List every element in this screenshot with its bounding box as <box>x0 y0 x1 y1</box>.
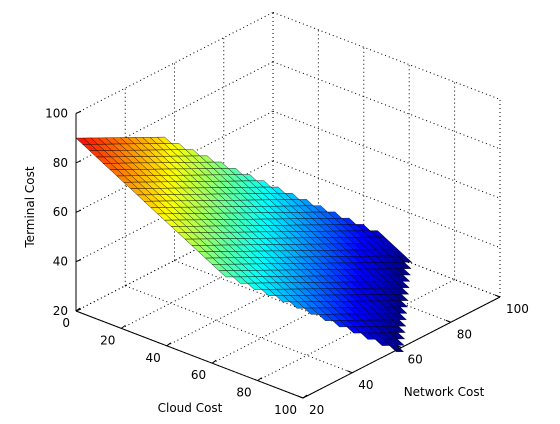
axes <box>75 110 501 399</box>
y-tick-label: 60 <box>408 353 423 367</box>
x-tick-label: 80 <box>236 386 251 400</box>
y-axis-label: Network Cost <box>404 385 485 399</box>
z-tick-mark <box>75 160 82 164</box>
x-tick-mark <box>121 324 126 329</box>
grid-line-z-right <box>272 160 501 249</box>
y-tick-mark <box>297 395 304 399</box>
z-tick-label: 20 <box>53 304 68 318</box>
grid-line-x-floor <box>257 279 455 382</box>
y-tick-mark <box>347 370 353 374</box>
z-tick-mark <box>75 259 82 263</box>
z-axis-label: Terminal Cost <box>23 166 37 249</box>
y-tick-label: 80 <box>457 327 472 341</box>
z-tick-mark <box>75 209 82 213</box>
y-tick-label: 40 <box>358 378 373 392</box>
grid-line-z-left <box>75 110 274 213</box>
grid-line-y-floor <box>125 285 353 374</box>
grid-line-z-right <box>272 110 501 199</box>
y-tick-mark <box>494 294 501 298</box>
surface-mesh <box>75 136 413 353</box>
x-tick-mark <box>257 377 262 382</box>
z-tick-label: 100 <box>45 106 68 120</box>
grid-line-z-right <box>272 11 501 100</box>
y-tick-label: 20 <box>309 403 324 417</box>
x-tick-mark <box>166 342 172 347</box>
x-tick-mark <box>302 394 308 399</box>
y-tick-label: 100 <box>506 302 529 316</box>
grid-line-z-left <box>75 11 274 114</box>
x-tick-label: 20 <box>100 333 115 347</box>
z-tick-label: 80 <box>53 156 68 170</box>
x-tick-label: 40 <box>146 351 161 365</box>
z-tick-label: 40 <box>53 255 68 269</box>
z-tick-label: 60 <box>53 205 68 219</box>
x-tick-label: 100 <box>274 403 297 417</box>
x-axis-label: Cloud Cost <box>158 401 223 415</box>
surface-patch <box>388 345 405 353</box>
grid-line-y-floor <box>174 260 402 348</box>
x-axis-line <box>75 310 304 399</box>
grid-line-z-right <box>272 61 501 150</box>
y-tick-mark <box>445 319 451 323</box>
x-tick-mark <box>75 307 81 312</box>
x-tick-mark <box>211 359 217 364</box>
y-tick-mark <box>396 345 402 348</box>
x-tick-label: 0 <box>62 316 70 330</box>
x-tick-label: 60 <box>191 368 206 382</box>
z-tick-mark <box>75 110 82 114</box>
